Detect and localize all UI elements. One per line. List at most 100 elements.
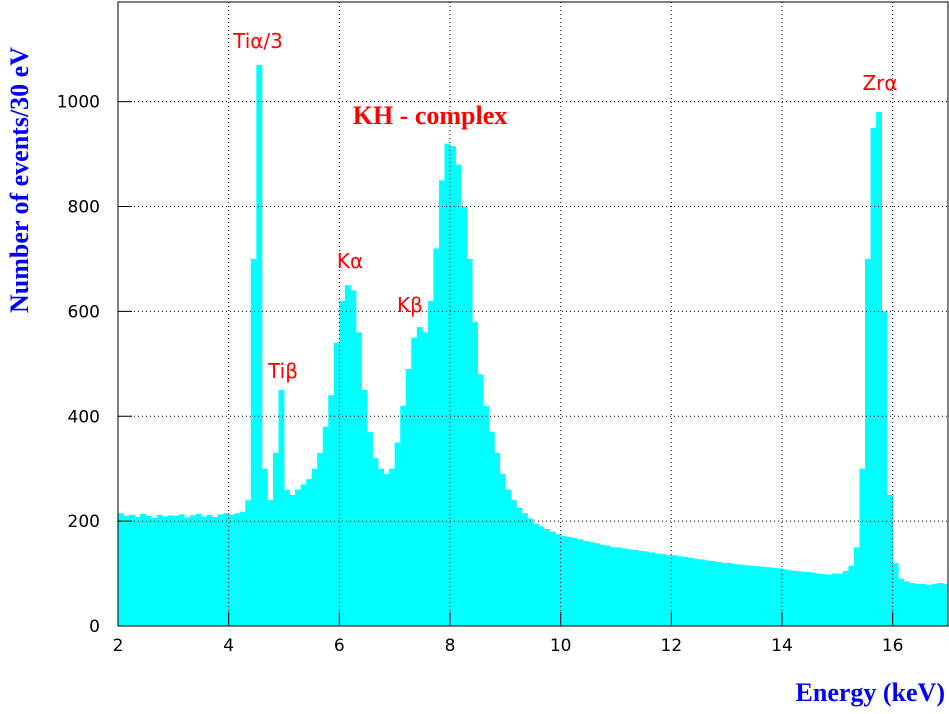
- bar: [151, 517, 158, 626]
- bar: [571, 537, 578, 626]
- bar: [898, 578, 905, 626]
- bar: [405, 369, 412, 626]
- bar: [859, 468, 866, 626]
- bar: [145, 515, 152, 626]
- bar: [455, 164, 462, 626]
- bar: [378, 468, 384, 626]
- bar: [770, 567, 777, 626]
- bar: [289, 494, 296, 626]
- peak-annotation: Kα: [337, 249, 363, 273]
- bar: [876, 112, 882, 626]
- bar: [516, 508, 523, 626]
- x-tick-label: 16: [882, 636, 904, 656]
- bar: [776, 568, 783, 626]
- bar: [632, 549, 639, 626]
- bar: [317, 452, 324, 626]
- bar: [444, 143, 451, 626]
- bar: [212, 516, 218, 626]
- peak-annotation: Tiα/3: [232, 29, 283, 53]
- x-tick-label: 10: [550, 636, 572, 656]
- bar: [649, 552, 656, 626]
- bar: [936, 583, 943, 626]
- bar: [123, 515, 130, 626]
- bar: [798, 571, 805, 626]
- bar: [643, 551, 650, 626]
- x-tick-label: 2: [113, 636, 124, 656]
- bar: [228, 514, 235, 626]
- bar: [267, 500, 274, 626]
- bar: [533, 523, 539, 626]
- x-tick-label: 14: [771, 636, 793, 656]
- bar: [472, 321, 479, 626]
- bar: [339, 300, 346, 626]
- bar: [732, 564, 739, 626]
- bar: [826, 574, 833, 626]
- bar: [189, 515, 196, 626]
- bar: [665, 555, 672, 626]
- bar: [682, 556, 689, 626]
- bar: [687, 557, 694, 626]
- bar: [162, 516, 169, 626]
- bar: [710, 560, 716, 626]
- bar: [295, 489, 301, 626]
- bar: [604, 545, 611, 626]
- peak-annotation: Tiβ: [267, 359, 298, 383]
- x-tick-label: 8: [445, 636, 456, 656]
- bar: [549, 531, 556, 626]
- bar: [499, 473, 506, 626]
- bar: [311, 468, 318, 626]
- bar: [837, 573, 844, 626]
- bar: [394, 442, 401, 626]
- bar: [676, 556, 683, 626]
- bar: [239, 511, 246, 626]
- bar: [306, 479, 313, 626]
- x-axis-label: Energy (keV): [796, 678, 945, 707]
- bar: [765, 567, 772, 626]
- bar: [942, 584, 949, 626]
- bar: [743, 565, 750, 626]
- bar: [333, 342, 340, 626]
- bar: [167, 515, 174, 626]
- bar: [284, 489, 290, 626]
- bar: [599, 544, 606, 626]
- bar: [870, 127, 877, 626]
- bar: [660, 554, 667, 626]
- bar: [245, 500, 252, 626]
- bar: [588, 542, 595, 626]
- bar: [671, 555, 678, 626]
- bar: [865, 258, 871, 626]
- bar: [638, 551, 645, 626]
- bar: [892, 563, 899, 626]
- bar: [593, 543, 600, 626]
- peak-annotation: Zrα: [862, 71, 897, 95]
- bar: [389, 468, 396, 626]
- y-axis-label: Number of events/30 eV: [5, 47, 34, 313]
- bar: [234, 513, 241, 626]
- y-tick-label: 800: [68, 198, 100, 218]
- bar: [555, 534, 562, 626]
- bar: [560, 535, 567, 626]
- bar: [693, 558, 700, 626]
- bar: [616, 547, 622, 626]
- bar: [914, 584, 921, 626]
- bar: [582, 541, 589, 626]
- bar: [853, 547, 860, 626]
- bar: [223, 513, 230, 626]
- bar: [621, 548, 628, 626]
- bar: [477, 374, 484, 626]
- bar: [322, 426, 329, 626]
- bar: [433, 248, 440, 626]
- chart-title: KH - complex: [353, 101, 508, 130]
- bar: [272, 452, 279, 626]
- peak-annotation: Kβ: [397, 293, 423, 317]
- bar: [759, 566, 766, 626]
- bar: [715, 562, 722, 626]
- bar: [787, 570, 794, 626]
- y-tick-label: 400: [68, 407, 100, 427]
- bar: [367, 431, 373, 626]
- x-tick-label: 4: [223, 636, 234, 656]
- bar: [256, 64, 263, 626]
- bar: [411, 337, 418, 626]
- bar: [201, 516, 207, 626]
- bar: [261, 468, 268, 626]
